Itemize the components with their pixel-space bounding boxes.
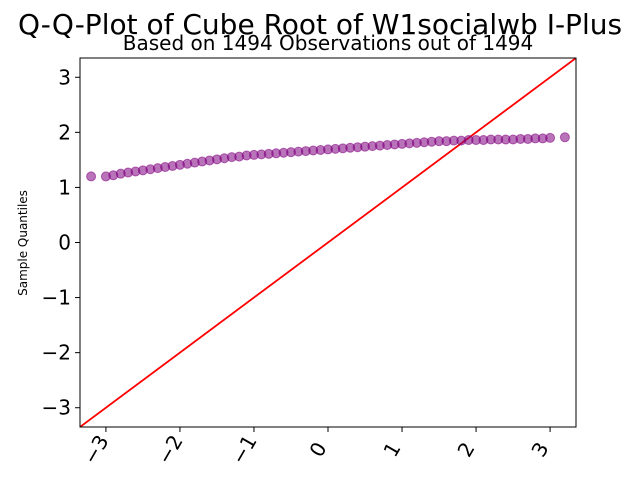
y-tick-label: −1 <box>42 286 71 310</box>
y-tick-label: 0 <box>58 231 71 255</box>
y-tick-label: −2 <box>42 341 71 365</box>
chart-title: Q-Q-Plot of Cube Root of W1socialwb I-Pl… <box>18 8 622 41</box>
chart-subtitle: Based on 1494 Observations out of 1494 <box>123 31 534 55</box>
y-axis: −3 −2 −1 0 1 2 3 <box>42 65 80 420</box>
x-tick-label: 3 <box>526 438 553 461</box>
y-tick-label: 2 <box>58 120 71 144</box>
x-tick-label: −2 <box>152 431 188 469</box>
y-tick-label: 1 <box>58 175 71 199</box>
y-axis-label: Sample Quantiles <box>16 190 30 296</box>
reference-line <box>80 58 576 427</box>
y-tick-label: 3 <box>58 65 71 89</box>
x-tick-label: 2 <box>452 438 479 461</box>
y-tick-label: −3 <box>42 396 71 420</box>
reference-line-layer <box>80 58 576 427</box>
points-layer <box>86 132 570 182</box>
x-tick-label: 0 <box>304 438 331 461</box>
data-point <box>559 132 570 143</box>
x-tick-label: −1 <box>226 431 262 469</box>
data-point <box>545 132 556 143</box>
x-axis: −3 −2 −1 0 1 2 3 <box>78 427 554 468</box>
x-tick-label: −3 <box>78 431 114 469</box>
data-point <box>86 171 97 182</box>
x-tick-label: 1 <box>378 438 405 461</box>
